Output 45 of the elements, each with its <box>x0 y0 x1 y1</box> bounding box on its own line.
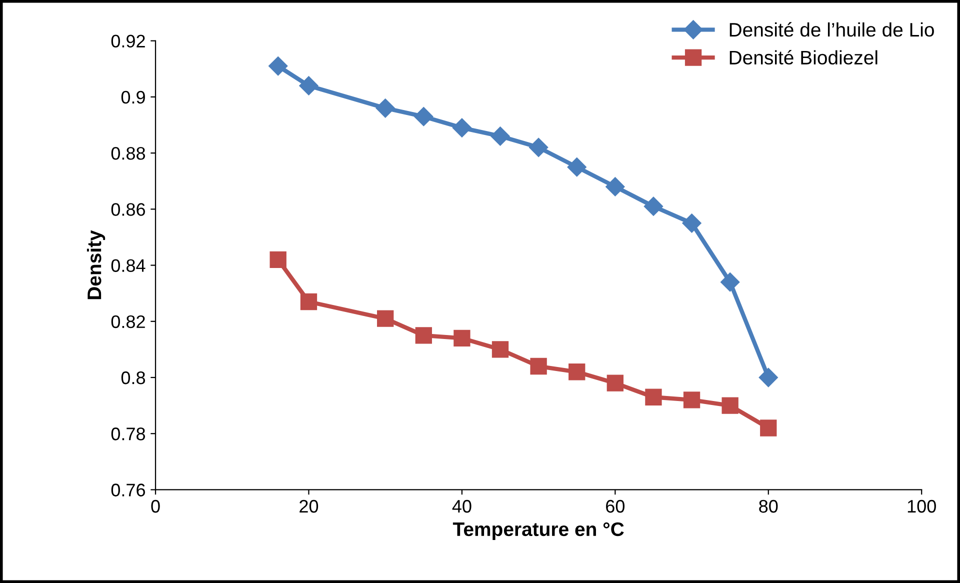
point <box>606 374 624 392</box>
y-tick-label: 0.84 <box>111 259 146 272</box>
point <box>722 397 738 414</box>
point <box>606 177 625 196</box>
point <box>376 98 395 118</box>
point <box>415 327 432 344</box>
legend-label: Densité Biodiezel <box>730 50 878 65</box>
point <box>270 251 286 268</box>
x-tick-label: 60 <box>606 500 625 513</box>
point <box>377 310 394 327</box>
point <box>683 392 700 408</box>
point <box>300 293 318 310</box>
legend-label: Densité de l’huile de Lio <box>730 22 934 37</box>
point <box>492 341 509 358</box>
x-axis-title: Temperature en °C <box>452 522 624 540</box>
point <box>530 358 547 375</box>
point <box>529 138 548 157</box>
x-tick-label: 20 <box>300 500 318 513</box>
point <box>299 76 318 96</box>
x-tick-label: 80 <box>759 500 778 513</box>
point <box>644 196 664 216</box>
x-tick-label: 40 <box>452 500 472 513</box>
point <box>758 368 778 388</box>
y-tick-label: 0.86 <box>111 203 146 216</box>
point <box>645 388 662 406</box>
point <box>682 214 702 233</box>
point <box>452 118 472 138</box>
point <box>454 330 470 347</box>
y-tick-label: 0.82 <box>111 315 145 328</box>
y-tick-label: 0.9 <box>121 90 145 104</box>
y-axis-title: Density <box>86 230 106 300</box>
point <box>490 126 510 146</box>
point <box>414 107 434 126</box>
y-tick-label: 0.8 <box>121 371 146 384</box>
point <box>567 158 586 177</box>
x-tick-label: 0 <box>151 500 160 513</box>
y-tick-label: 0.76 <box>111 484 146 496</box>
y-tick-label: 0.78 <box>111 428 146 440</box>
x-tick-label: 100 <box>908 500 936 513</box>
point <box>720 272 740 292</box>
point <box>760 420 777 436</box>
y-tick-label: 0.88 <box>111 146 146 160</box>
y-tick-label: 0.92 <box>111 34 145 48</box>
point <box>268 56 288 76</box>
point <box>568 364 586 380</box>
